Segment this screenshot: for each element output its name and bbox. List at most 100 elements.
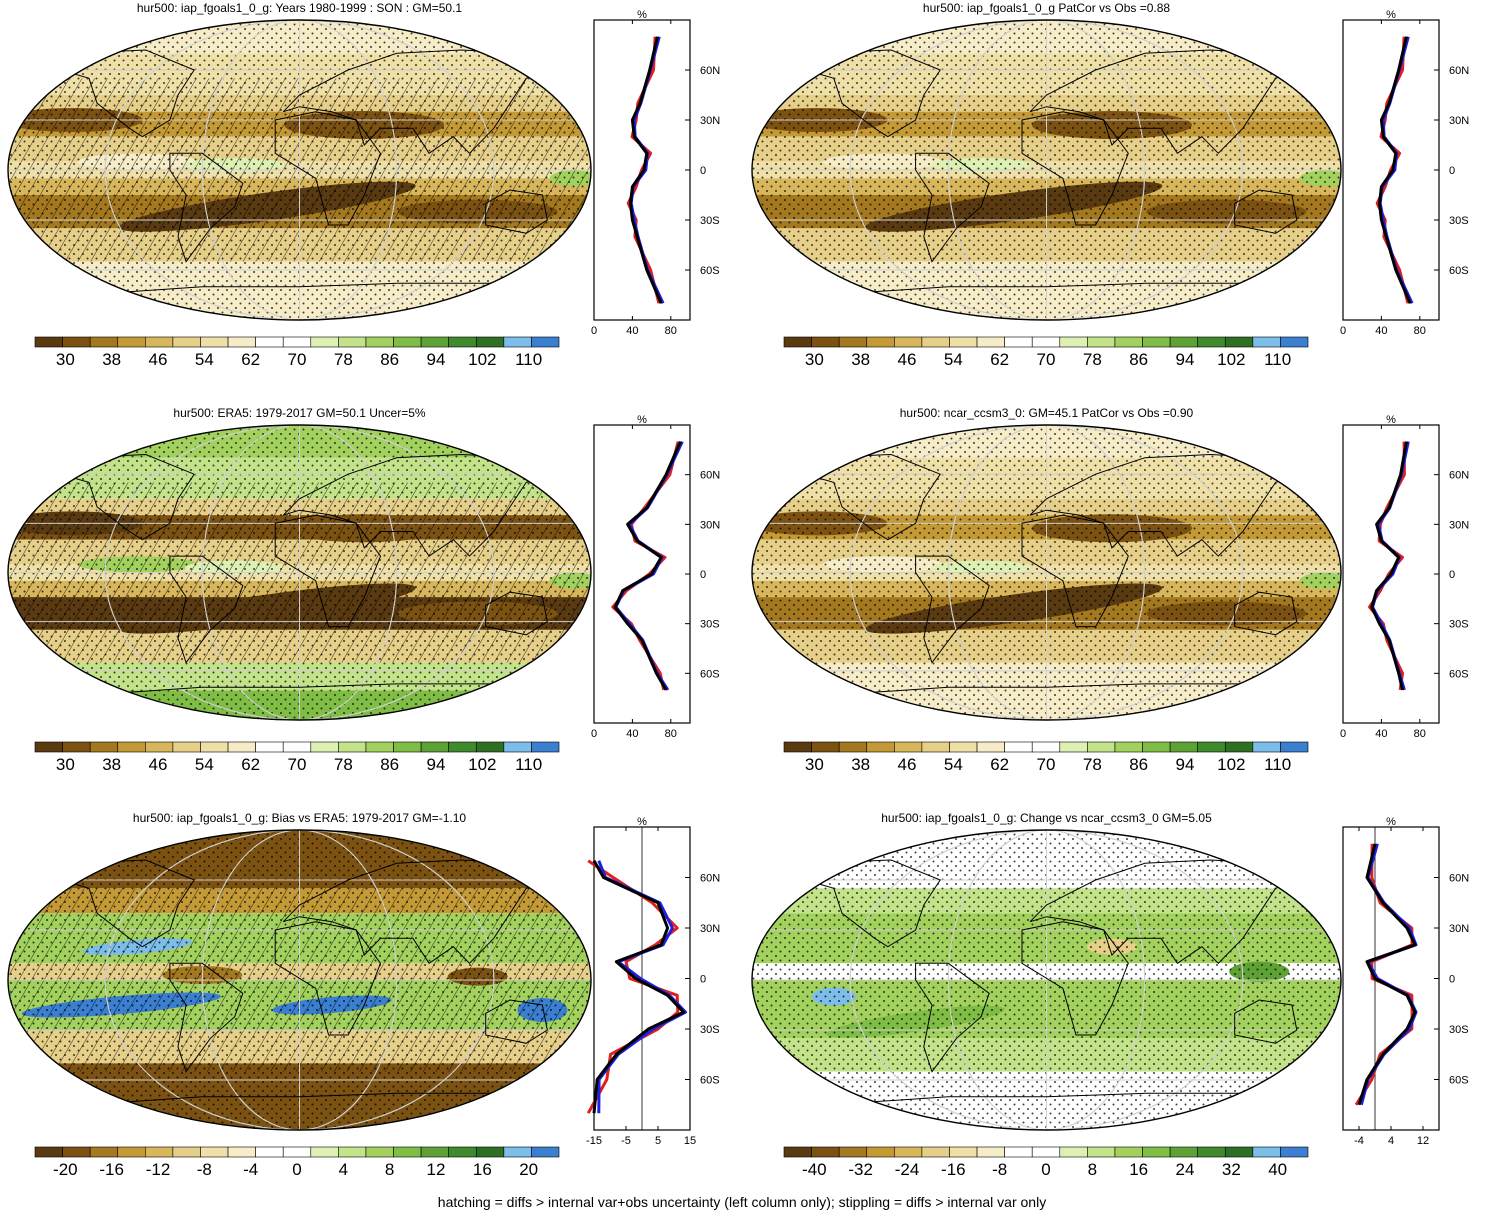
continent-outline <box>282 859 575 965</box>
colorbar-swatch <box>338 1146 367 1158</box>
x-tick-label: 80 <box>1414 325 1426 337</box>
x-tick-label: 4 <box>1388 1135 1394 1147</box>
colorbar-swatch <box>227 741 256 753</box>
colorbar-swatch <box>393 741 422 753</box>
colorbar-swatch <box>282 1146 312 1158</box>
colorbar-label: 70 <box>288 350 307 369</box>
lat-tick-label: 60N <box>700 470 720 482</box>
lat-tick-label: 30N <box>700 519 720 531</box>
colorbar-swatch <box>1059 336 1088 348</box>
colorbar-swatch <box>310 336 339 348</box>
profile-line-red <box>586 859 680 1114</box>
lat-tick-label: 30N <box>1449 923 1469 935</box>
lat-tick-label: 0 <box>700 974 706 986</box>
zonal-profile-2: % 60N 30N 0 30S 60S 0 40 80 <box>1340 9 1469 337</box>
x-tick-label: 40 <box>626 728 638 740</box>
colorbar-swatch <box>1197 741 1226 753</box>
profile-line-red <box>626 36 661 304</box>
continent-outline <box>1029 453 1325 557</box>
colorbar-label: 78 <box>334 350 353 369</box>
colorbar-swatch <box>227 1146 256 1158</box>
colorbar-label: 46 <box>149 350 168 369</box>
colorbar-swatch <box>1252 741 1281 753</box>
map-panel-3: hur500: ERA5: 1979-2017 GM=50.1 Uncer=5% <box>7 406 592 721</box>
colorbar-label: -8 <box>197 1160 212 1179</box>
colorbar-swatch <box>866 741 895 753</box>
colorbar-label: -20 <box>53 1160 78 1179</box>
lat-tick-label: 60N <box>1449 470 1469 482</box>
colorbar-label: 102 <box>468 350 496 369</box>
colorbar-label: 78 <box>1083 350 1102 369</box>
colorbar-swatch <box>145 1146 174 1158</box>
continent-outline <box>282 453 575 557</box>
colorbar-label: 20 <box>519 1160 538 1179</box>
colorbar-swatch <box>282 336 312 348</box>
continent-outline <box>169 152 244 263</box>
colorbar-swatch <box>811 741 840 753</box>
colorbar-label: 40 <box>1268 1160 1287 1179</box>
profile-line-black <box>629 36 663 304</box>
colorbar-swatch <box>1169 336 1198 348</box>
colorbar-swatch <box>420 336 449 348</box>
colorbar-label: 32 <box>1222 1160 1241 1179</box>
profile-line-black <box>1370 441 1408 691</box>
lat-tick-label: 30S <box>700 619 720 631</box>
colorbar-swatch <box>531 741 560 753</box>
colorbar-swatch <box>1142 1146 1171 1158</box>
colorbar-swatch <box>1142 336 1171 348</box>
profile-unit: % <box>1386 816 1396 828</box>
map-border <box>751 829 1342 1131</box>
x-tick-label: 15 <box>684 1135 696 1147</box>
colorbar-swatch <box>393 1146 422 1158</box>
colorbar-swatch <box>200 336 229 348</box>
colorbar-label: -12 <box>146 1160 171 1179</box>
map-border <box>7 829 592 1131</box>
profile-line-black <box>592 859 686 1114</box>
panel-title: hur500: ncar_ccsm3_0: GM=45.1 PatCor vs … <box>900 406 1194 420</box>
map-border <box>7 424 592 721</box>
continent-outline <box>1021 111 1129 226</box>
colorbar-swatch <box>783 1146 812 1158</box>
continent-outline <box>8 1092 591 1130</box>
colorbar-label: 8 <box>385 1160 394 1179</box>
profile-frame <box>1342 826 1440 1131</box>
colorbar-label: 102 <box>1217 755 1245 774</box>
x-tick-label: 80 <box>665 728 677 740</box>
colorbar-swatch <box>338 741 367 753</box>
continent-outline <box>274 111 382 226</box>
continent-outline <box>169 962 244 1073</box>
colorbar-swatch <box>393 336 422 348</box>
continent-outline <box>1234 189 1298 234</box>
colorbar-swatch <box>503 336 532 348</box>
colorbar-label: -4 <box>243 1160 258 1179</box>
colorbar-label: 16 <box>473 1160 492 1179</box>
continent-outline <box>915 555 990 664</box>
colorbar-swatch <box>310 1146 339 1158</box>
continent-outline <box>915 152 990 263</box>
colorbar-label: -16 <box>941 1160 966 1179</box>
colorbar-5: -20 -16 -12 -8 -4 0 4 8 12 16 20 <box>34 1146 560 1179</box>
continent-outline <box>752 683 1341 720</box>
footer-note: hatching = diffs > internal var+obs unce… <box>438 1194 1046 1210</box>
lat-tick-label: 0 <box>1449 569 1455 581</box>
colorbar-swatch <box>62 741 91 753</box>
lat-tick-label: 30S <box>700 1024 720 1036</box>
lat-tick-label: 30N <box>1449 115 1469 127</box>
map-border <box>751 19 1342 321</box>
colorbar-swatch <box>1114 336 1143 348</box>
colorbar-label: 46 <box>898 350 917 369</box>
colorbar-swatch <box>448 1146 477 1158</box>
colorbar-swatch <box>1224 741 1254 753</box>
continent-outline <box>1029 49 1325 155</box>
colorbar-swatch <box>475 741 505 753</box>
lat-tick-label: 60N <box>700 65 720 77</box>
colorbar-label: 110 <box>1264 755 1291 774</box>
colorbar-swatch <box>1280 1146 1309 1158</box>
colorbar-swatch <box>921 336 950 348</box>
colorbar-swatch <box>420 741 449 753</box>
colorbar-label: 4 <box>339 1160 348 1179</box>
colorbar-swatch <box>338 336 367 348</box>
colorbar-label: 30 <box>805 755 824 774</box>
profile-unit: % <box>1386 414 1396 426</box>
map-field <box>8 425 591 720</box>
